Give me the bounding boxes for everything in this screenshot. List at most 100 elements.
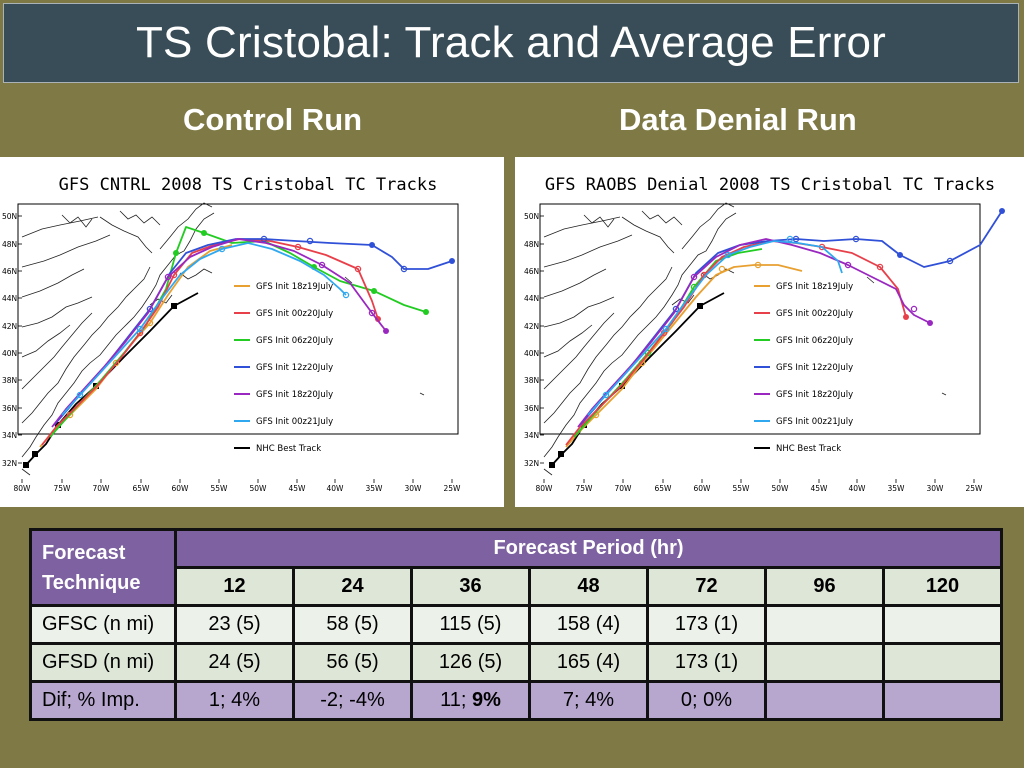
track-18z20july [51, 238, 387, 428]
lat-label: 38N [524, 376, 539, 385]
lon-label: 70W [93, 484, 111, 493]
table-cell: 0; 0% [646, 680, 767, 721]
best-track-marker [558, 451, 564, 457]
nhc-best-track [25, 292, 199, 466]
legend-entry: GFS Init 18z19July [256, 282, 333, 292]
legend-entry: GFS Init 00z20July [776, 309, 853, 319]
lat-label: 34N [2, 431, 17, 440]
track-point [368, 309, 376, 317]
lon-label: 60W [694, 484, 712, 493]
lat-label: 46N [524, 267, 539, 276]
table-cell: 23 (5) [174, 604, 295, 645]
title-bar: TS Cristobal: Track and Average Error [0, 0, 1024, 88]
track-point [792, 235, 800, 243]
lat-label: 46N [2, 267, 17, 276]
chart-title: GFS CNTRL 2008 TS Cristobal TC Tracks [59, 175, 438, 195]
table-cell: 58 (5) [292, 604, 413, 645]
period-12: 12 [174, 566, 295, 607]
period-96: 96 [764, 566, 885, 607]
coastline-map [543, 202, 947, 476]
track-point [876, 263, 884, 271]
coastline-segment [21, 296, 93, 328]
track-18z20july [577, 238, 931, 428]
plot-frame [539, 203, 981, 435]
coastline-segment [621, 216, 675, 254]
track-point [342, 291, 350, 299]
coastline-segment [21, 268, 85, 298]
coastline-segment [543, 212, 737, 458]
track-point [786, 235, 794, 243]
coastline-segment [641, 210, 683, 226]
track-point [76, 391, 84, 399]
lon-label: 80W [536, 484, 554, 493]
legend-entry: GFS Init 06z20July [256, 336, 333, 346]
track-point [662, 325, 670, 333]
lon-label: 30W [927, 484, 945, 493]
coastline-segment [543, 312, 615, 390]
track-marker [383, 328, 389, 334]
coastline-segment [21, 324, 71, 358]
lon-label: 55W [733, 484, 751, 493]
coastline-segment [671, 294, 695, 306]
lon-label: 35W [888, 484, 906, 493]
table-cell: 7; 4% [528, 680, 649, 721]
track-point [306, 237, 314, 245]
table-row-dif: Dif; % Imp. 1; 4% -2; -4% 11; 9% 7; 4% 0… [29, 680, 1003, 721]
legend-entry: GFS Init 18z20July [776, 390, 853, 400]
track-point [354, 265, 362, 273]
track-00z20july [41, 238, 379, 446]
nhc-best-track [551, 292, 725, 466]
lon-label: 75W [576, 484, 594, 493]
legend-entry: GFS Init 12z20July [776, 363, 853, 373]
track-point [602, 391, 610, 399]
table-cell: 173 (1) [646, 642, 767, 683]
coastline-segment [119, 210, 161, 226]
track-00z21july [587, 240, 843, 416]
data-denial-run-label: Data Denial Run [619, 102, 857, 137]
table-cell: 11; 9% [410, 680, 531, 721]
lon-label: 50W [772, 484, 790, 493]
lon-label: 65W [133, 484, 151, 493]
track-point [910, 305, 918, 313]
track-00z20july [565, 240, 907, 446]
lon-label: 45W [289, 484, 307, 493]
coastline-segment [179, 268, 213, 280]
track-point [844, 261, 852, 269]
plot-frame [17, 203, 459, 435]
lon-label: 75W [54, 484, 72, 493]
lat-label: 32N [524, 459, 539, 468]
track-point [718, 265, 726, 273]
coastline-segment [21, 234, 111, 268]
legend-entry: GFS Init 00z21July [776, 417, 853, 427]
track-point [318, 261, 326, 269]
track-point [946, 257, 954, 265]
coastline-segment [21, 212, 215, 458]
table-row-gfsd: GFSD (n mi) 24 (5) 56 (5) 126 (5) 165 (4… [29, 642, 1003, 683]
track-point [672, 305, 680, 313]
chart-title: GFS RAOBS Denial 2008 TS Cristobal TC Tr… [545, 175, 995, 195]
track-18z19july [565, 264, 803, 448]
coastline-segment [543, 234, 633, 268]
coastline-segment [344, 276, 353, 284]
lon-label: 40W [327, 484, 345, 493]
lat-label: 42N [524, 322, 539, 331]
track-point [260, 235, 268, 243]
lon-label: 60W [172, 484, 190, 493]
track-point [852, 235, 860, 243]
row-label: GFSC (n mi) [29, 604, 177, 645]
lat-label: 42N [2, 322, 17, 331]
track-point [218, 245, 226, 253]
coastline-segment [543, 268, 607, 298]
table-cell [764, 680, 885, 721]
track-point [690, 273, 698, 281]
coastline-segment [543, 266, 673, 424]
track-marker [897, 252, 903, 258]
track-marker [201, 230, 207, 236]
cell-bold-value: 9% [471, 689, 501, 711]
table-cell: 1; 4% [174, 680, 295, 721]
row-label: GFSD (n mi) [29, 642, 177, 683]
lat-label: 34N [524, 431, 539, 440]
legend-entry: GFS Init 12z20July [256, 363, 333, 373]
lat-label: 40N [2, 349, 17, 358]
track-point [146, 305, 154, 313]
